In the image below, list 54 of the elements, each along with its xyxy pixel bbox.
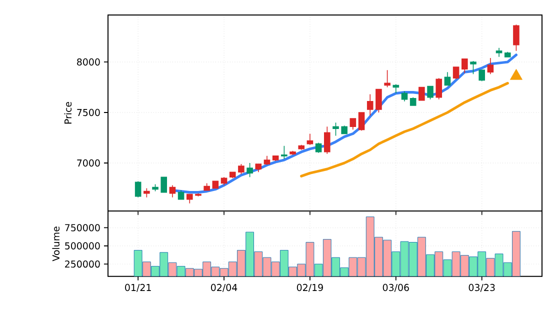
candlestick	[487, 58, 494, 74]
y-tick-label: 500000	[65, 242, 100, 250]
candlestick	[178, 190, 184, 200]
candlestick	[315, 142, 322, 154]
candlestick	[324, 126, 330, 154]
x-tick-label: 03/06	[382, 284, 409, 292]
x-tick-label: 02/19	[296, 284, 323, 292]
candlestick	[290, 150, 296, 156]
candlestick	[504, 51, 511, 58]
candlestick	[341, 125, 348, 134]
candlestick	[418, 86, 425, 101]
candlestick	[427, 86, 434, 100]
candlestick	[462, 58, 468, 74]
candlestick	[160, 176, 168, 193]
candlestick	[470, 60, 476, 74]
x-tick-label: 02/04	[211, 284, 238, 292]
candlestick	[358, 112, 365, 132]
candlestick	[255, 164, 262, 172]
candlestick	[212, 180, 219, 189]
candlestick	[169, 184, 176, 198]
candlestick	[186, 194, 193, 204]
candlestick	[401, 90, 408, 102]
candlestick	[298, 144, 305, 150]
y-tick-label: 7500	[77, 108, 100, 116]
x-tick-label: 01/21	[125, 284, 151, 292]
candlestick	[281, 145, 288, 160]
candlestick	[376, 88, 382, 113]
candlestick	[332, 122, 339, 136]
candlestick	[410, 96, 416, 106]
y-tick-label: 250000	[65, 260, 100, 268]
candlestick	[306, 133, 314, 146]
y-tick-label: 7000	[77, 159, 100, 167]
candlestick	[496, 47, 502, 58]
y-axis-title: Volume	[52, 226, 60, 262]
candlestick	[452, 66, 460, 80]
candlestick	[366, 94, 374, 116]
candlestick	[220, 176, 228, 186]
candlestick	[444, 72, 451, 86]
candlestick	[392, 84, 400, 94]
candlestick	[134, 180, 142, 198]
candlestick	[229, 172, 236, 179]
candlestick	[238, 164, 244, 175]
y-tick-label: 750000	[65, 224, 100, 232]
candlestick	[436, 78, 442, 100]
y-axis-title: Price	[64, 102, 72, 124]
candlestick	[272, 156, 279, 162]
candlestick	[204, 182, 210, 191]
candlestick	[264, 156, 270, 166]
candlestick	[513, 24, 520, 52]
candlestick	[350, 118, 356, 130]
candlestick	[478, 70, 485, 82]
x-tick-label: 03/23	[468, 284, 495, 292]
candlestick	[246, 162, 253, 178]
y-tick-label: 8000	[77, 58, 100, 66]
